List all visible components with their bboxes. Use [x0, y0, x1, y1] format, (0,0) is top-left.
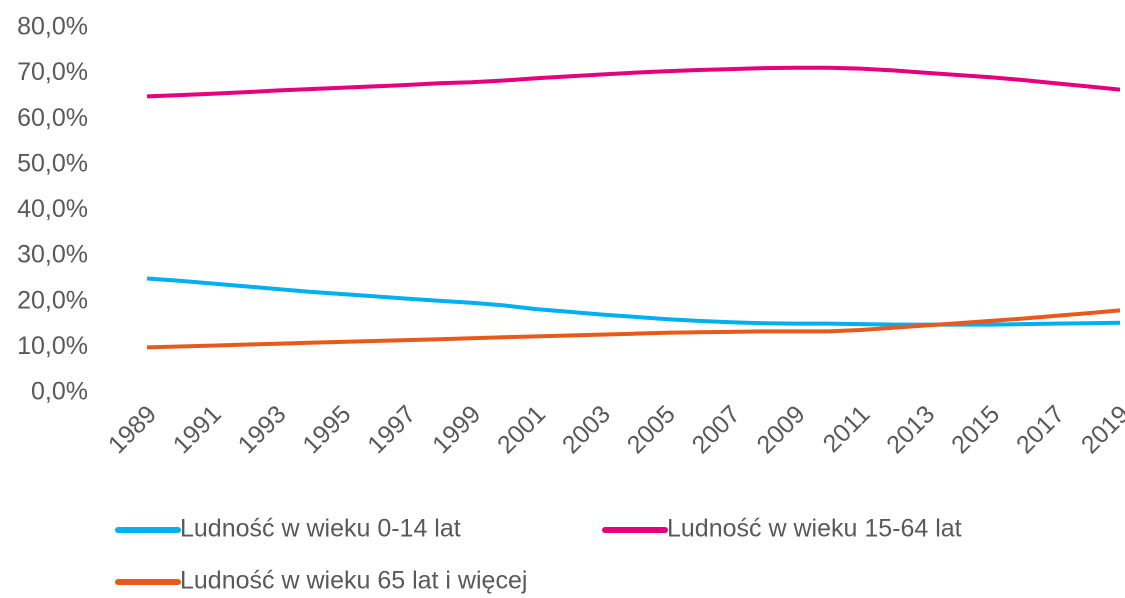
x-tick-label: 2013 [881, 400, 940, 459]
y-tick-label: 50,0% [17, 149, 88, 177]
series-line [146, 65, 1121, 99]
y-tick-label: 20,0% [17, 286, 88, 314]
y-tick-label: 40,0% [17, 195, 88, 223]
legend-label: Ludność w wieku 15-64 lat [667, 515, 962, 543]
x-tick-label: 1991 [168, 400, 227, 459]
y-tick-label: 0,0% [31, 378, 88, 406]
x-tick-label: 1989 [103, 400, 162, 459]
x-tick-label: 1993 [233, 400, 292, 459]
x-tick-label: 2007 [687, 400, 746, 459]
x-tick-label: 1995 [297, 400, 356, 459]
y-tick-label: 60,0% [17, 104, 88, 132]
x-tick-label: 2009 [751, 400, 810, 459]
x-tick-label: 1997 [362, 400, 421, 459]
y-tick-label: 10,0% [17, 332, 88, 360]
x-tick-label: 1999 [427, 400, 486, 459]
legend-label: Ludność w wieku 65 lat i więcej [180, 567, 527, 595]
series-line [146, 308, 1121, 350]
y-tick-label: 80,0% [17, 13, 88, 41]
legend-label: Ludność w wieku 0-14 lat [180, 515, 461, 543]
y-tick-label: 70,0% [17, 58, 88, 86]
x-tick-label: 2017 [1011, 400, 1070, 459]
x-tick-label: 2019 [1076, 400, 1125, 459]
y-tick-label: 30,0% [17, 241, 88, 269]
x-tick-label: 2015 [946, 400, 1005, 459]
series-line [146, 276, 1121, 327]
x-tick-label: 2003 [557, 400, 616, 459]
x-tick-label: 2005 [622, 400, 681, 459]
x-tick-label: 2011 [818, 400, 876, 458]
x-tick-label: 2001 [492, 400, 551, 459]
